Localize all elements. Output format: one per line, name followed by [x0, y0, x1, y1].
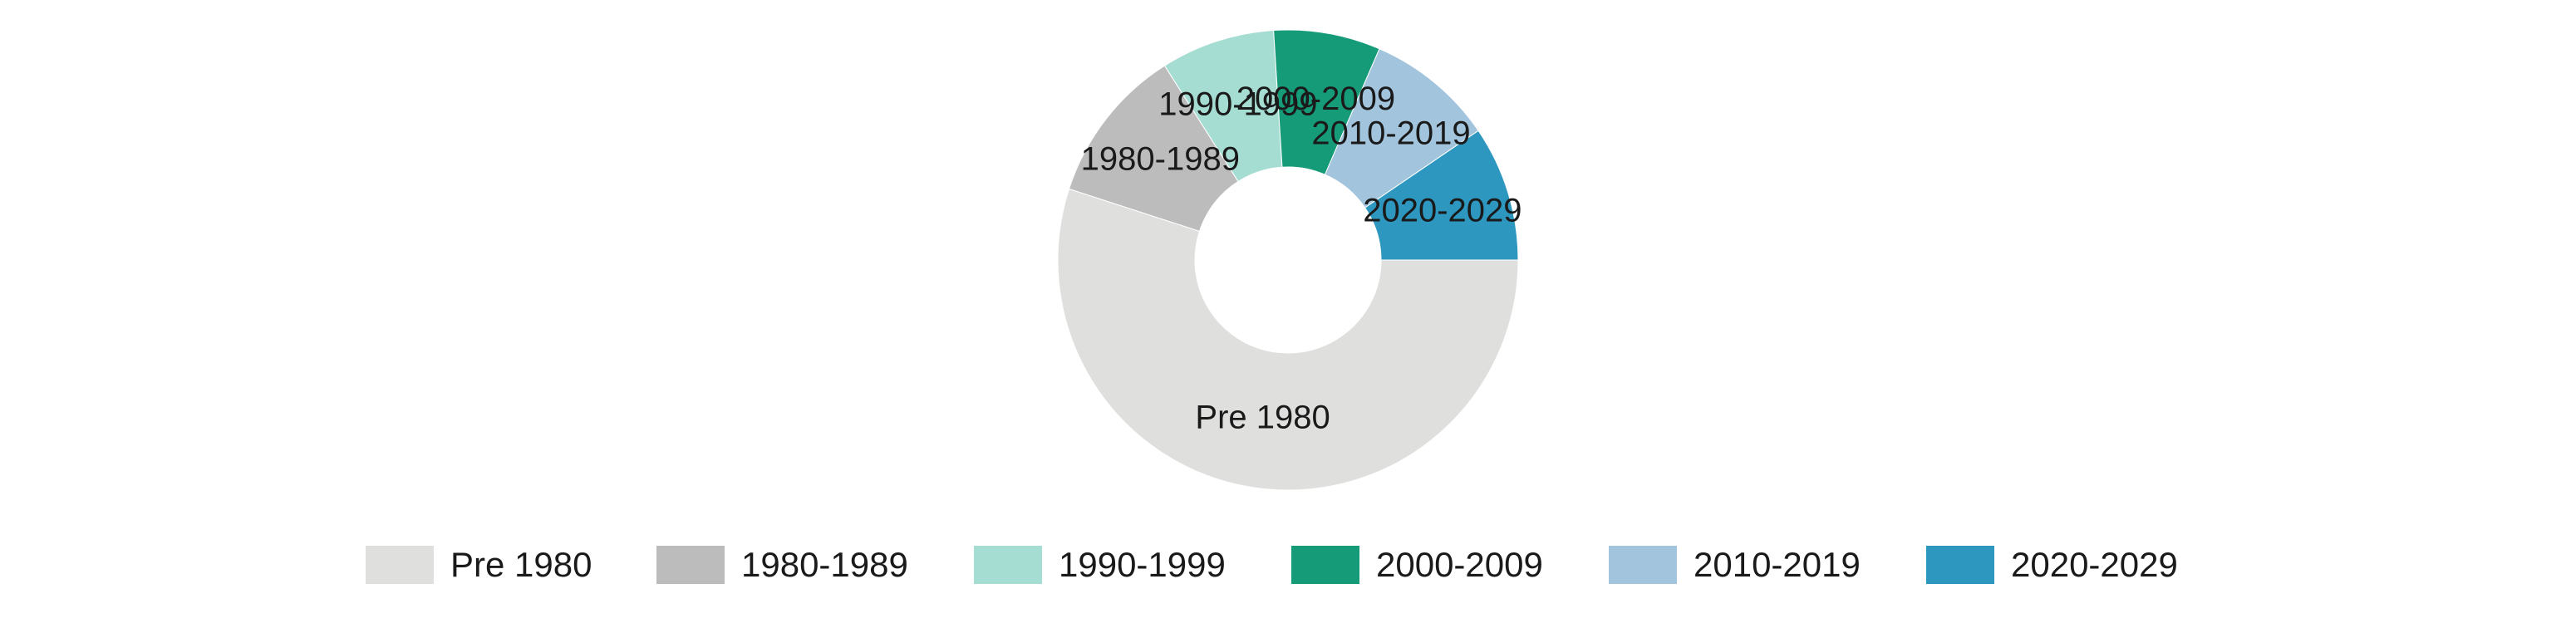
- slice-label-2010-2019: 2010-2019: [1311, 115, 1470, 152]
- legend-label-pre-1980: Pre 1980: [450, 545, 592, 584]
- legend-swatch-1990-1999: [974, 546, 1042, 584]
- legend-label-1990-1999: 1990-1999: [1059, 545, 1226, 584]
- legend-swatch-2000-2009: [1291, 546, 1359, 584]
- legend-item-pre-1980[interactable]: Pre 1980: [366, 545, 592, 585]
- slice-label-1980-1989: 1980-1989: [1081, 140, 1240, 177]
- slice-label-pre-1980: Pre 1980: [1195, 400, 1330, 436]
- legend-item-2000-2009[interactable]: 2000-2009: [1291, 545, 1543, 585]
- legend-item-1990-1999[interactable]: 1990-1999: [974, 545, 1226, 585]
- legend-swatch-2020-2029: [1926, 546, 1994, 584]
- legend-label-2000-2009: 2000-2009: [1376, 545, 1543, 584]
- slice-1980-1989[interactable]: [1068, 65, 1239, 233]
- slice-label-2020-2029: 2020-2029: [1363, 192, 1522, 228]
- legend-swatch-1980-1989: [656, 546, 725, 584]
- legend-swatch-pre-1980: [366, 546, 434, 584]
- legend-label-2010-2019: 2010-2019: [1694, 545, 1861, 584]
- donut-slice-labels: Pre 1980 1980-1989 1990-19992000-20092010-…: [1081, 81, 1522, 436]
- slice-pre-1980[interactable]: [1057, 188, 1519, 491]
- legend-label-2020-2029: 2020-2029: [2011, 545, 2178, 584]
- donut-chart: Pre 1980 1980-1989 1990-19992000-20092010-…: [1057, 29, 1522, 491]
- donut-slices: [1057, 29, 1519, 491]
- legend-item-2020-2029[interactable]: 2020-2029: [1926, 545, 2178, 585]
- legend-item-1980-1989[interactable]: 1980-1989: [656, 545, 908, 585]
- chart-legend: Pre 1980 1980-1989 1990-1999 2000-2009 2…: [0, 532, 2576, 598]
- slice-2020-2029[interactable]: [1364, 130, 1519, 261]
- legend-swatch-2010-2019: [1609, 546, 1677, 584]
- legend-item-2010-2019[interactable]: 2010-2019: [1609, 545, 1861, 585]
- slice-label-1990-1999: 1990-1999: [1158, 86, 1317, 123]
- slice-label-2000-2009: 2000-2009: [1236, 81, 1395, 117]
- legend-label-1980-1989: 1980-1989: [741, 545, 908, 584]
